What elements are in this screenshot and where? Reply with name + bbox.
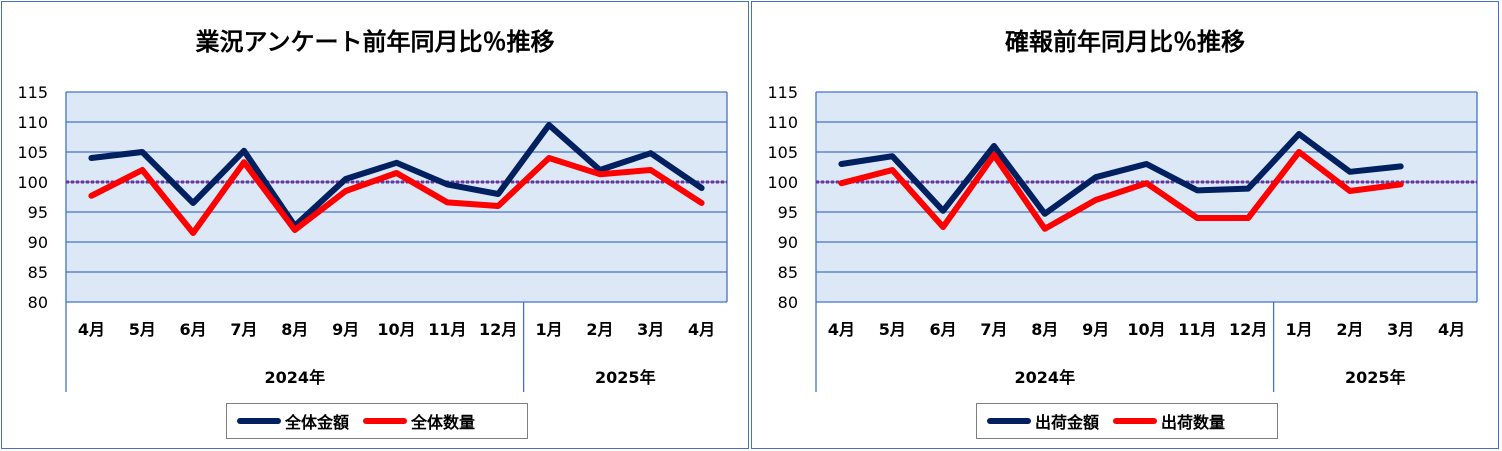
x-tick-label: 9月 [1082, 320, 1109, 339]
confirmed-chart: 80 85 90 95 100 105 110 115 2024年 2025年 4月 5月 6月 7月 8月… [767, 83, 1478, 392]
x-tick-label: 3月 [637, 320, 664, 339]
x-tick-label: 10月 [377, 320, 415, 339]
survey-chart: 80 85 90 95 100 105 110 115 2024年 2025年 4月 5月 6月 7月 8月… [17, 83, 728, 392]
x-tick-label: 4月 [78, 320, 105, 339]
y-tick-label: 95 [28, 203, 48, 222]
x-tick-label: 7月 [980, 320, 1007, 339]
y-tick-label: 115 [17, 83, 48, 102]
legend-swatch [1113, 418, 1158, 424]
series-line-amount [88, 122, 705, 229]
year-group-label: 2025年 [1345, 368, 1406, 387]
chart-legend: 全体金額 全体数量 [226, 403, 528, 439]
x-tick-label: 3月 [1387, 320, 1414, 339]
x-tick-label: 1月 [1285, 320, 1312, 339]
x-tick-label: 4月 [688, 320, 715, 339]
legend-item: 出荷金額 [987, 409, 1099, 433]
y-tick-label: 90 [28, 233, 48, 252]
x-tick-label: 7月 [230, 320, 257, 339]
x-tick-label: 10月 [1127, 320, 1165, 339]
x-tick-label: 9月 [332, 320, 359, 339]
legend-swatch [363, 418, 408, 424]
x-tick-label: 8月 [1031, 320, 1058, 339]
plot-area [66, 92, 727, 302]
y-tick-label: 85 [28, 263, 48, 282]
legend-item: 出荷数量 [1113, 409, 1225, 433]
x-tick-label: 5月 [879, 320, 906, 339]
confirmed-chart-panel: 確報前年同月比％推移 80 85 90 95 100 105 110 115 2024年 2025… [751, 1, 1499, 449]
x-tick-label: 8月 [281, 320, 308, 339]
legend-item: 全体金額 [237, 409, 349, 433]
year-group-label: 2025年 [595, 368, 656, 387]
legend-item: 全体数量 [363, 409, 475, 433]
chart-title: 業況アンケート前年同月比％推移 [195, 28, 555, 56]
legend-label: 出荷金額 [1035, 413, 1100, 432]
survey-chart-panel: 業況アンケート前年同月比％推移 80 85 90 95 100 105 110 115 2024… [1, 1, 749, 449]
legend-swatch [237, 418, 281, 424]
y-tick-label: 80 [778, 293, 798, 312]
x-tick-label: 2月 [1336, 320, 1363, 339]
y-tick-label: 80 [28, 293, 48, 312]
x-tick-label: 4月 [828, 320, 855, 339]
legend-label: 全体数量 [411, 413, 476, 432]
series-line-quantity [838, 149, 1404, 232]
y-tick-label: 100 [17, 173, 48, 192]
legend-label: 全体金額 [285, 413, 350, 432]
legend-label: 出荷数量 [1161, 413, 1226, 432]
x-tick-label: 6月 [180, 320, 207, 339]
y-tick-label: 105 [17, 143, 48, 162]
series-line-amount [838, 131, 1404, 217]
year-group-label: 2024年 [1015, 368, 1076, 387]
series-line-quantity [88, 155, 705, 236]
year-group-label: 2024年 [265, 368, 326, 387]
x-tick-label: 12月 [1229, 320, 1267, 339]
y-tick-label: 100 [767, 173, 798, 192]
y-tick-label: 90 [778, 233, 798, 252]
x-tick-label: 1月 [535, 320, 562, 339]
legend-swatch [987, 418, 1031, 424]
x-tick-label: 6月 [930, 320, 957, 339]
x-tick-label: 2月 [586, 320, 613, 339]
y-tick-label: 115 [767, 83, 798, 102]
y-tick-label: 110 [17, 113, 48, 132]
x-tick-label: 12月 [479, 320, 517, 339]
x-tick-label: 5月 [129, 320, 156, 339]
y-tick-label: 85 [778, 263, 798, 282]
x-tick-label: 4月 [1438, 320, 1465, 339]
y-tick-label: 105 [767, 143, 798, 162]
x-tick-label: 11月 [1178, 320, 1216, 339]
chart-title: 確報前年同月比％推移 [1005, 28, 1245, 56]
x-tick-label: 11月 [428, 320, 466, 339]
chart-legend: 出荷金額 出荷数量 [976, 403, 1278, 439]
y-tick-label: 95 [778, 203, 798, 222]
y-tick-label: 110 [767, 113, 798, 132]
